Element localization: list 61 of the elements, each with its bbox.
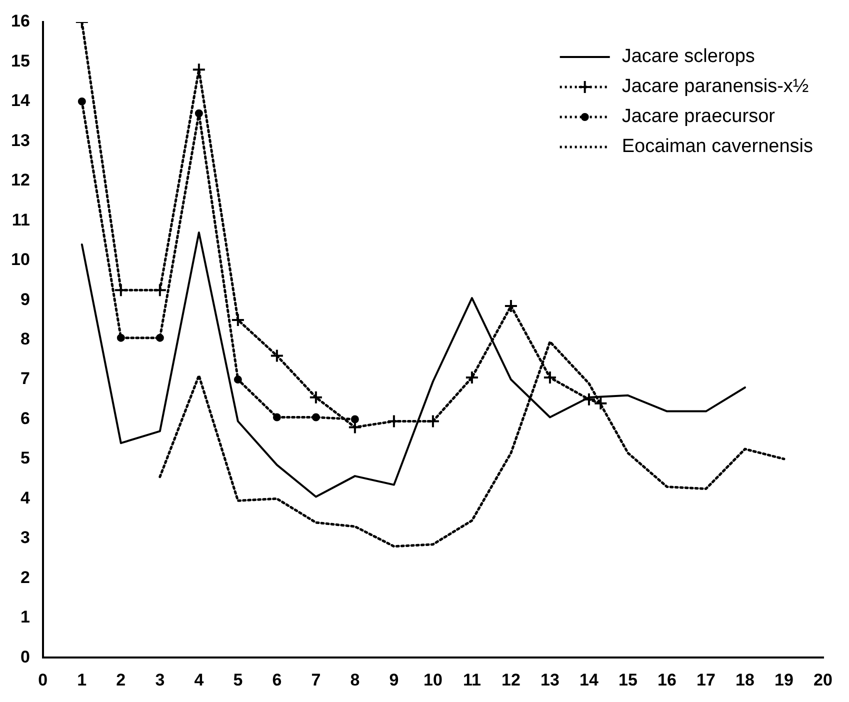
x-tick-label: 19	[774, 670, 794, 690]
point	[464, 370, 479, 385]
x-tick-label: 2	[116, 670, 126, 690]
x-tick-label: 6	[272, 670, 282, 690]
y-tick-label: 14	[10, 91, 30, 110]
y-tick-label: 2	[20, 568, 30, 587]
y-tick-label: 12	[10, 170, 30, 190]
x-tick-label: 9	[389, 670, 399, 690]
legend-label: Jacare sclerops	[622, 46, 755, 68]
y-tick-label: 3	[20, 528, 30, 548]
y-tick-label: 5	[20, 448, 30, 468]
point	[230, 312, 245, 327]
legend-label: Eocaiman cavernensis	[622, 136, 814, 158]
y-tick-label: 15	[10, 51, 30, 70]
x-tick-label: 20	[814, 670, 832, 690]
point	[78, 97, 86, 106]
y-tick-label: 13	[10, 130, 30, 150]
x-tick-label: 14	[580, 670, 599, 690]
point	[272, 413, 281, 422]
point	[234, 376, 242, 384]
point	[116, 334, 125, 342]
x-tick-label: 4	[194, 670, 204, 690]
x-tick-label: 17	[696, 670, 716, 690]
x-tick-label: 7	[311, 670, 321, 690]
y-tick-label: 10	[10, 250, 30, 270]
x-tick-label: 0	[38, 670, 48, 690]
point	[426, 414, 440, 428]
point	[542, 370, 557, 385]
x-tick-label: 3	[155, 670, 165, 690]
y-tick-label: 8	[20, 329, 30, 348]
point	[594, 396, 608, 410]
x-tick-label: 10	[423, 670, 442, 690]
y-tick-label: 7	[20, 369, 30, 388]
x-tick-label: 13	[540, 670, 560, 690]
x-tick-label: 5	[233, 670, 243, 690]
y-tick-label: 1	[20, 608, 30, 627]
legend-label: Jacare paranensis-x½	[622, 76, 809, 98]
y-tick-label: 0	[20, 647, 30, 666]
point	[114, 283, 128, 298]
point	[194, 109, 203, 118]
point	[504, 299, 518, 314]
y-tick-label: 4	[20, 488, 30, 508]
y-tick-label: 9	[20, 290, 30, 309]
point	[192, 62, 206, 77]
x-tick-label: 8	[350, 670, 360, 690]
y-tick-label: 16	[10, 12, 30, 31]
x-tick-label: 18	[736, 670, 754, 690]
x-tick-label: 11	[462, 670, 481, 690]
x-tick-label: 12	[502, 670, 520, 690]
point	[156, 334, 164, 342]
x-tick-label: 16	[658, 670, 676, 690]
point	[270, 348, 284, 363]
x-tick-label: 15	[618, 670, 638, 690]
point	[582, 392, 596, 406]
legend-label: Jacare praecursor	[622, 106, 776, 128]
point	[152, 283, 167, 298]
y-tick-label: 11	[12, 210, 30, 230]
point	[312, 413, 320, 422]
point	[308, 390, 323, 404]
x-tick-label: 1	[77, 670, 87, 690]
y-tick-label: 6	[20, 408, 30, 428]
